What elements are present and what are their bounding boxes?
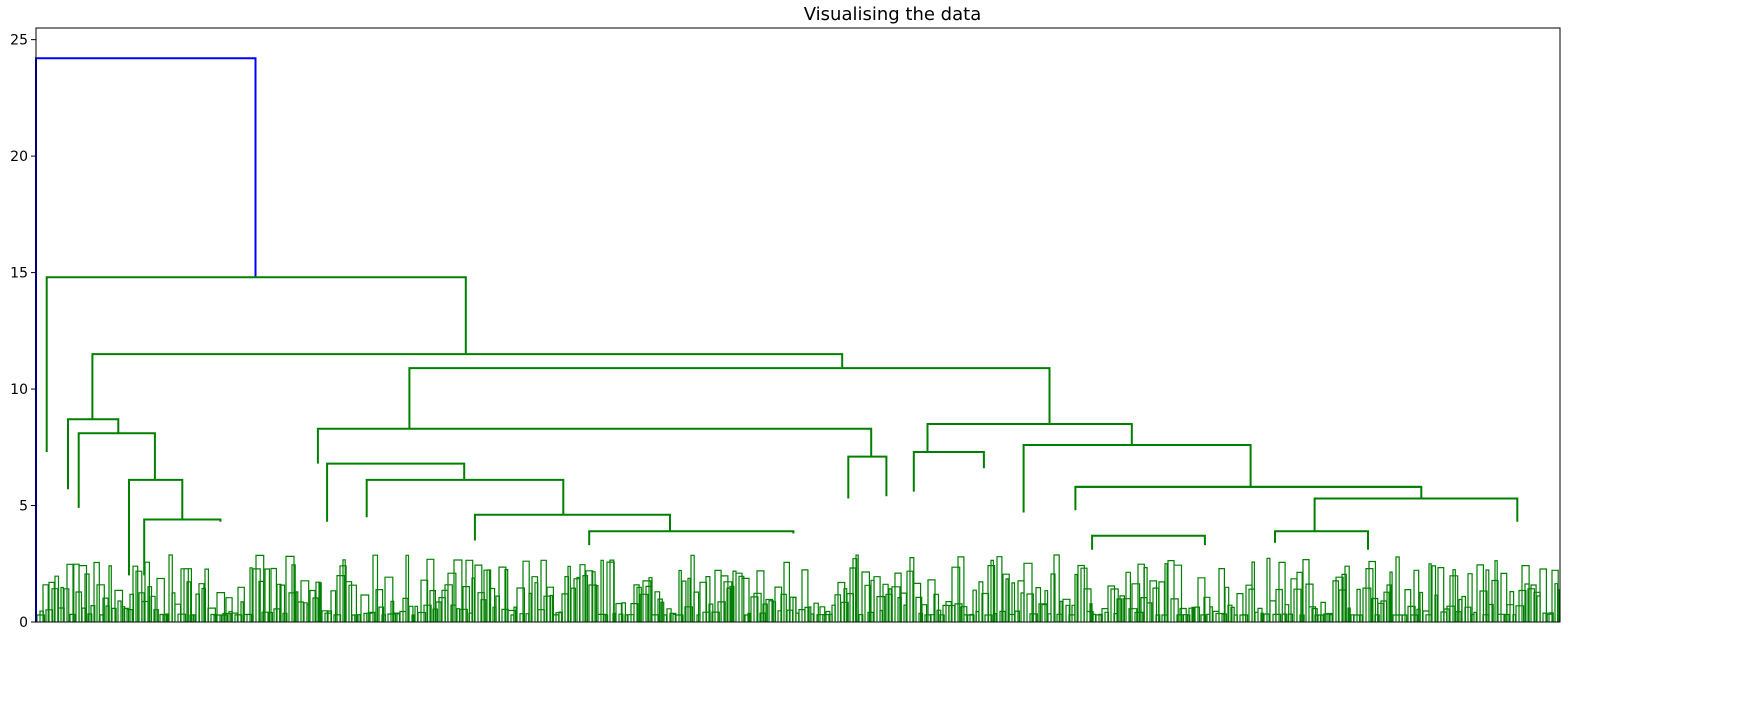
leaf-clutter bbox=[36, 554, 1560, 622]
dendrogram-link bbox=[67, 418, 120, 490]
y-tick-label: 5 bbox=[19, 499, 28, 515]
dendrogram-link bbox=[77, 432, 156, 508]
dendrogram-link bbox=[926, 423, 1133, 452]
dendrogram-link bbox=[365, 478, 565, 518]
y-tick-label: 10 bbox=[10, 382, 28, 398]
plot-area bbox=[36, 28, 1560, 622]
dendrogram-link bbox=[473, 513, 671, 541]
dendrogram-link bbox=[1313, 497, 1519, 532]
dendrogram-link bbox=[1022, 444, 1252, 513]
dendrogram-link bbox=[128, 478, 184, 576]
y-tick-label: 25 bbox=[10, 33, 28, 49]
chart-title: Visualising the data bbox=[803, 4, 982, 25]
y-axis: 0 5 10 15 20 25 bbox=[10, 33, 36, 631]
dendrogram-link bbox=[1274, 530, 1369, 550]
dendrogram-link bbox=[143, 518, 222, 576]
dendrogram-link bbox=[588, 530, 795, 546]
dendrogram-link bbox=[847, 455, 888, 499]
y-tick-label: 15 bbox=[10, 266, 28, 282]
y-tick-label: 0 bbox=[19, 615, 28, 631]
leaf-branches bbox=[36, 554, 1560, 622]
dendrogram-link bbox=[316, 427, 873, 464]
axes-frame bbox=[35, 27, 1561, 623]
dendrogram-links bbox=[35, 57, 1519, 622]
dendrogram-link bbox=[91, 353, 844, 420]
dendrogram-link bbox=[1091, 534, 1206, 550]
dendrogram-link bbox=[912, 451, 985, 492]
dendrogram-link bbox=[45, 276, 467, 452]
y-tick-label: 20 bbox=[10, 149, 28, 165]
dendrogram-link bbox=[326, 462, 466, 522]
dendrogram-link bbox=[1074, 485, 1423, 511]
dendrogram-link bbox=[408, 367, 1051, 429]
